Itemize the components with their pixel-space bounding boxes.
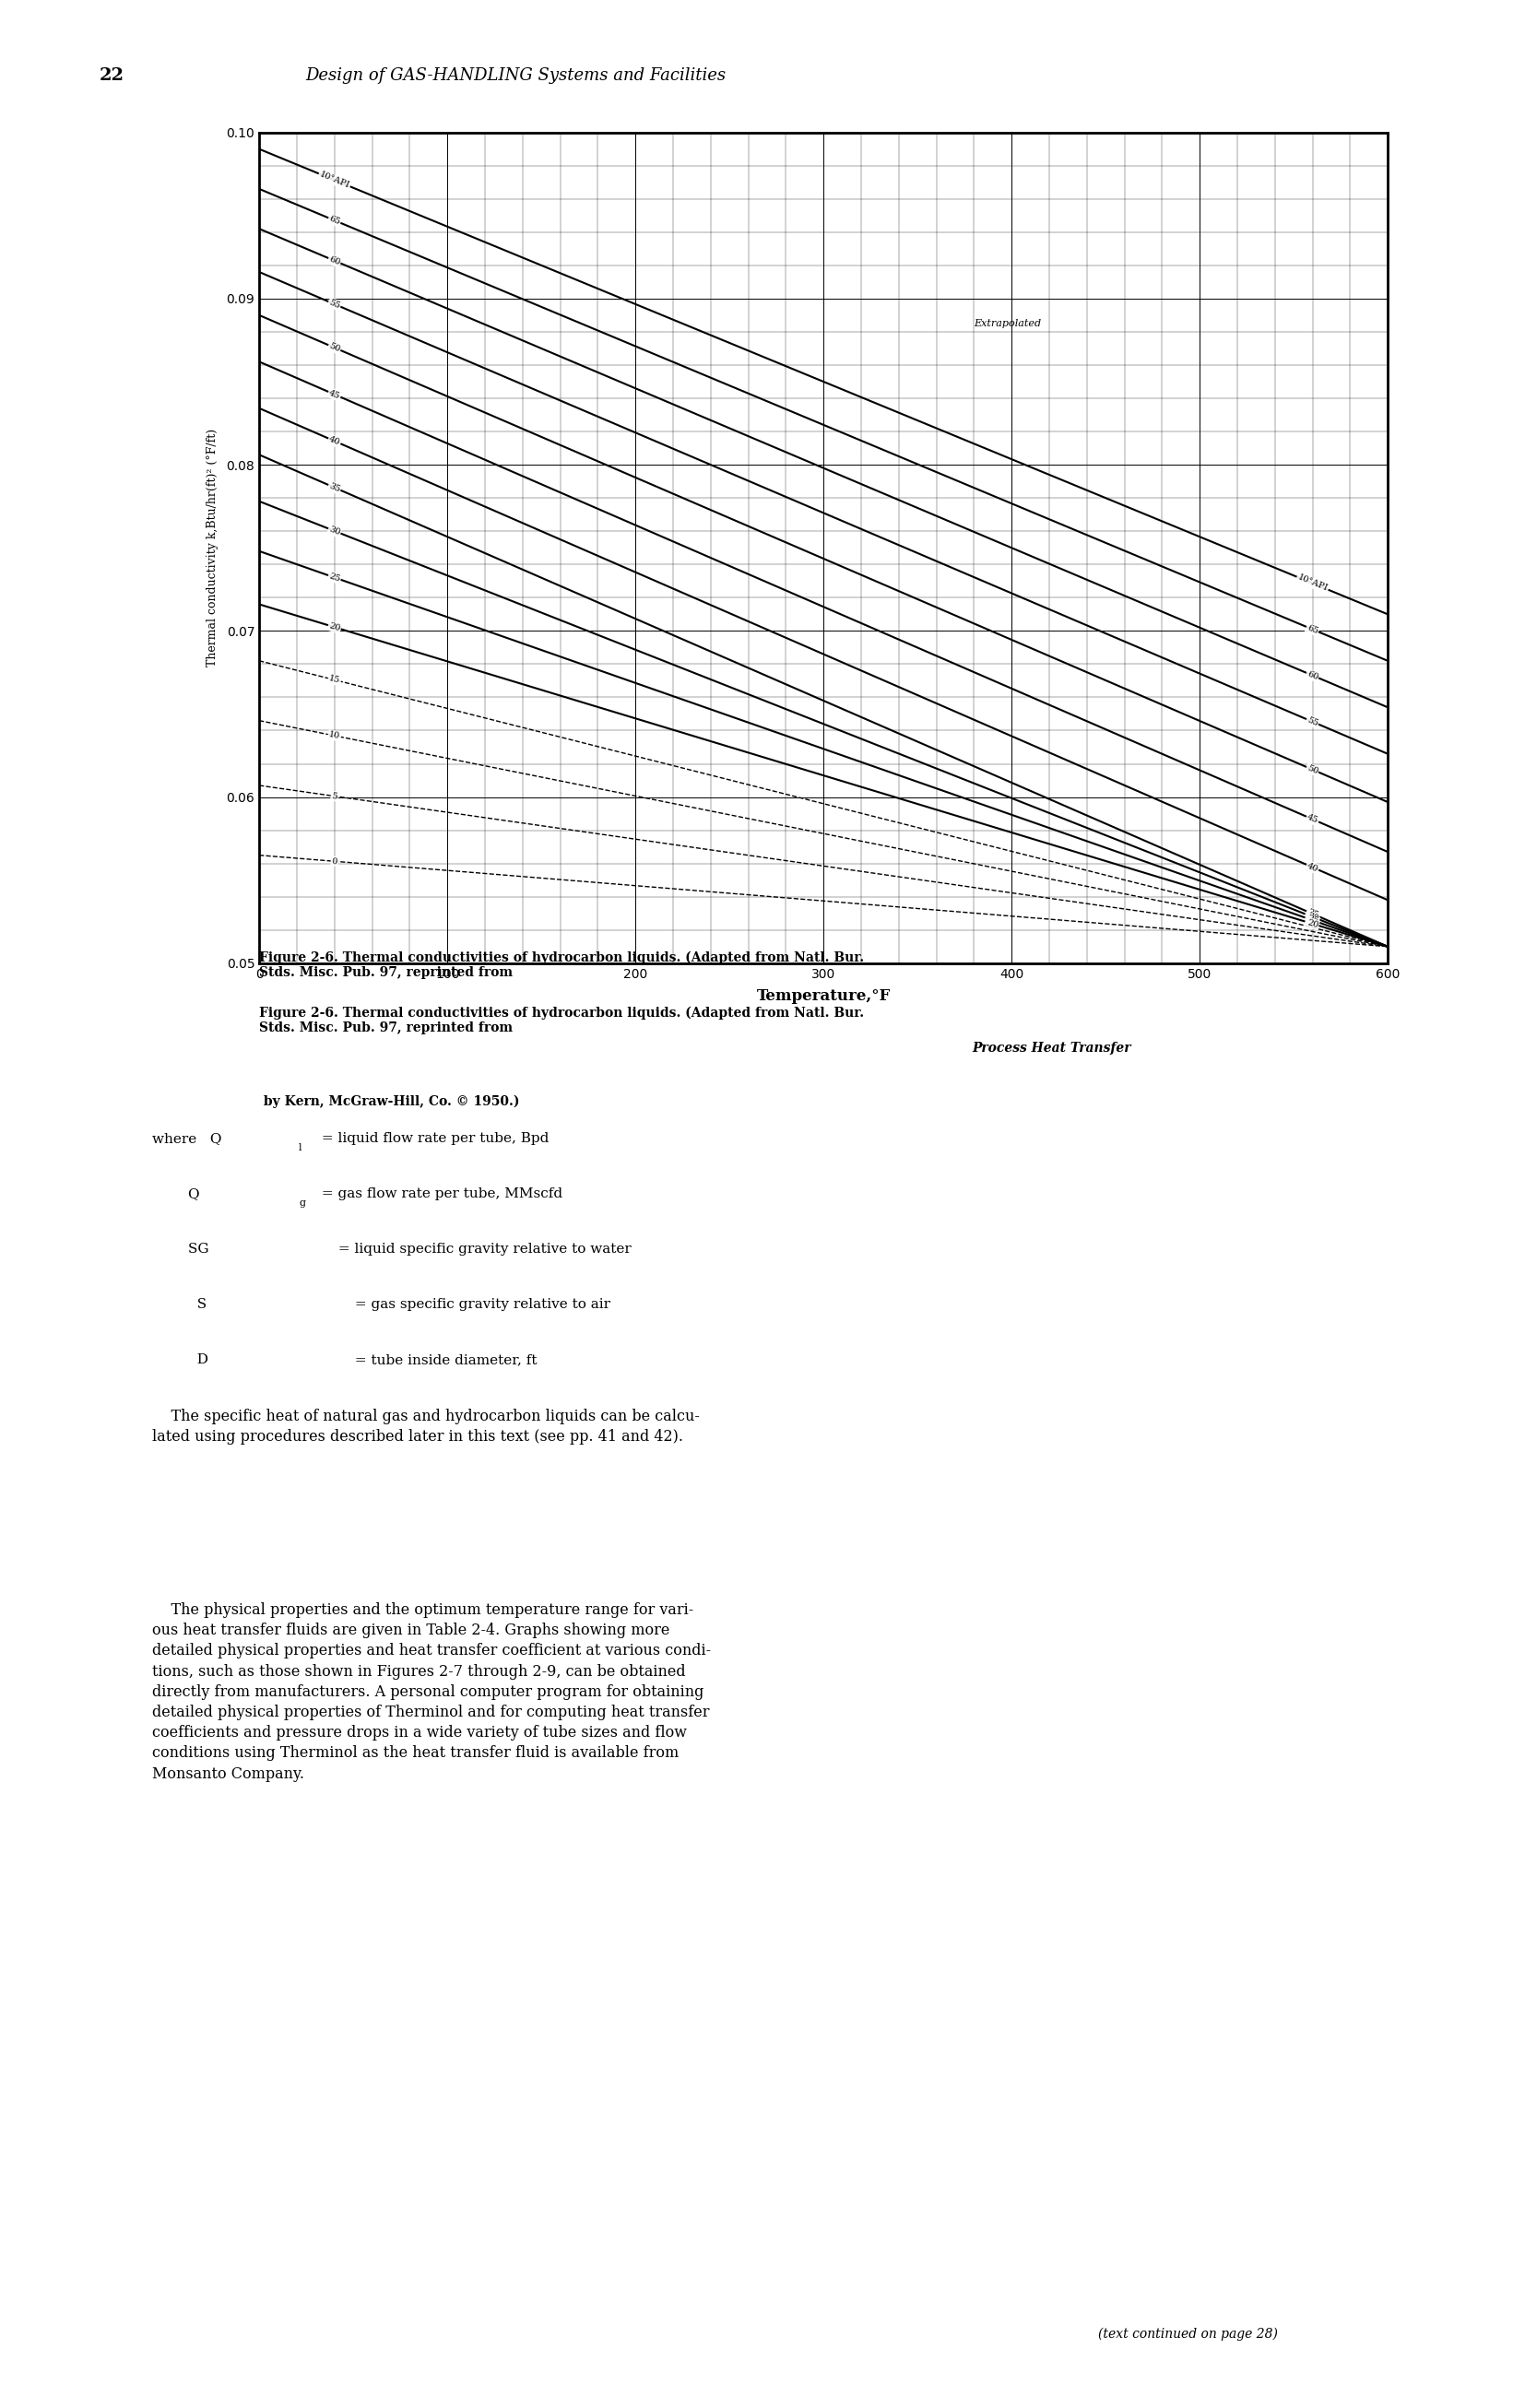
Text: 25: 25 (1305, 915, 1319, 927)
Text: 40: 40 (328, 436, 342, 448)
Text: S: S (152, 1298, 207, 1310)
Text: = gas specific gravity relative to air: = gas specific gravity relative to air (351, 1298, 610, 1310)
Text: 45: 45 (1305, 814, 1319, 826)
Text: 60: 60 (328, 255, 342, 267)
Text: 22: 22 (99, 67, 124, 84)
Text: The physical properties and the optimum temperature range for vari-
ous heat tra: The physical properties and the optimum … (152, 1601, 711, 1782)
Y-axis label: Thermal conductivity k,Btu/hr(ft)² (°F/ft): Thermal conductivity k,Btu/hr(ft)² (°F/f… (207, 429, 218, 667)
Text: SG: SG (152, 1243, 209, 1255)
Text: = liquid flow rate per tube, Bpd: = liquid flow rate per tube, Bpd (317, 1132, 549, 1144)
Text: Q: Q (152, 1187, 200, 1199)
Text: where   Q: where Q (152, 1132, 223, 1144)
Text: 20: 20 (328, 621, 342, 633)
Text: 35: 35 (1305, 908, 1319, 920)
Text: Process Heat Transfer: Process Heat Transfer (971, 1043, 1132, 1055)
Text: The specific heat of natural gas and hydrocarbon liquids can be calcu-
lated usi: The specific heat of natural gas and hyd… (152, 1409, 700, 1445)
Text: 55: 55 (328, 299, 342, 311)
Text: = liquid specific gravity relative to water: = liquid specific gravity relative to wa… (334, 1243, 631, 1255)
Text: Design of GAS-HANDLING Systems and Facilities: Design of GAS-HANDLING Systems and Facil… (305, 67, 726, 84)
Text: 55: 55 (1305, 715, 1319, 727)
Text: D: D (152, 1353, 209, 1365)
Text: Extrapolated: Extrapolated (974, 318, 1042, 327)
Text: 25: 25 (328, 571, 342, 583)
Text: 20: 20 (1305, 917, 1319, 929)
Text: 45: 45 (328, 388, 342, 400)
Text: Figure 2-6. Thermal conductivities of hydrocarbon liquids. (Adapted from Natl. B: Figure 2-6. Thermal conductivities of hy… (259, 951, 865, 980)
Text: 50: 50 (328, 342, 342, 354)
Text: l: l (299, 1144, 302, 1151)
Text: 5: 5 (331, 792, 339, 802)
Text: (text continued on page 28): (text continued on page 28) (1098, 2326, 1278, 2341)
Text: 30: 30 (1305, 910, 1319, 922)
Text: 15: 15 (328, 674, 342, 686)
Text: 10: 10 (328, 730, 342, 742)
Text: 60: 60 (1305, 669, 1319, 681)
Text: = tube inside diameter, ft: = tube inside diameter, ft (351, 1353, 537, 1365)
Text: 65: 65 (1305, 624, 1319, 636)
Text: 0: 0 (331, 857, 337, 864)
Text: 35: 35 (328, 482, 342, 494)
Text: 50: 50 (1305, 763, 1319, 775)
Text: 10°API: 10°API (1296, 573, 1328, 592)
Text: by Kern, McGraw-Hill, Co. © 1950.): by Kern, McGraw-Hill, Co. © 1950.) (259, 1093, 520, 1108)
Text: 30: 30 (328, 525, 342, 537)
Text: = gas flow rate per tube, MMscfd: = gas flow rate per tube, MMscfd (317, 1187, 563, 1199)
Text: 40: 40 (1305, 862, 1319, 874)
Text: 65: 65 (328, 214, 342, 226)
Text: g: g (299, 1199, 305, 1206)
Text: 10°API: 10°API (319, 171, 351, 190)
Text: Figure 2-6. Thermal conductivities of hydrocarbon liquids. (Adapted from Natl. B: Figure 2-6. Thermal conductivities of hy… (259, 1007, 865, 1035)
X-axis label: Temperature,°F: Temperature,°F (756, 987, 891, 1004)
